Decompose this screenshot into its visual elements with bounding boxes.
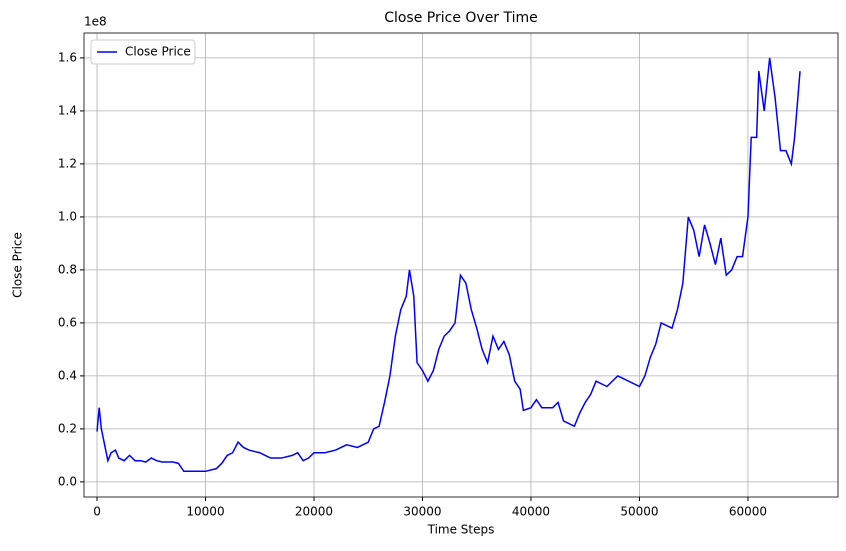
x-tick-label: 0: [93, 505, 101, 519]
y-axis-label: Close Price: [11, 232, 25, 298]
y-tick-label: 0.0: [58, 474, 77, 488]
x-tick-label: 60000: [729, 505, 767, 519]
x-tick-label: 30000: [403, 505, 441, 519]
y-tick-label: 0.2: [58, 421, 77, 435]
chart-title: Close Price Over Time: [384, 10, 538, 26]
y-tick-label: 0.6: [58, 315, 77, 329]
y-tick-label: 1.6: [58, 50, 77, 64]
legend-box: [90, 39, 196, 65]
x-axis-label: Time Steps: [427, 523, 495, 537]
x-tick-label: 50000: [620, 505, 658, 519]
y-tick-label: 1.2: [58, 156, 77, 170]
y-offset-label: 1e8: [84, 15, 107, 29]
legend-label: Close Price: [125, 45, 191, 59]
x-tick-label: 10000: [186, 505, 224, 519]
y-tick-label: 1.0: [58, 209, 77, 223]
y-tick-label: 0.4: [58, 368, 77, 382]
line-series: [96, 57, 801, 473]
y-tick-label: 0.8: [58, 262, 77, 276]
x-tick-label: 40000: [512, 505, 550, 519]
plot-frame: [83, 32, 839, 498]
y-tick-label: 1.4: [58, 103, 77, 117]
x-tick-label: 20000: [295, 505, 333, 519]
